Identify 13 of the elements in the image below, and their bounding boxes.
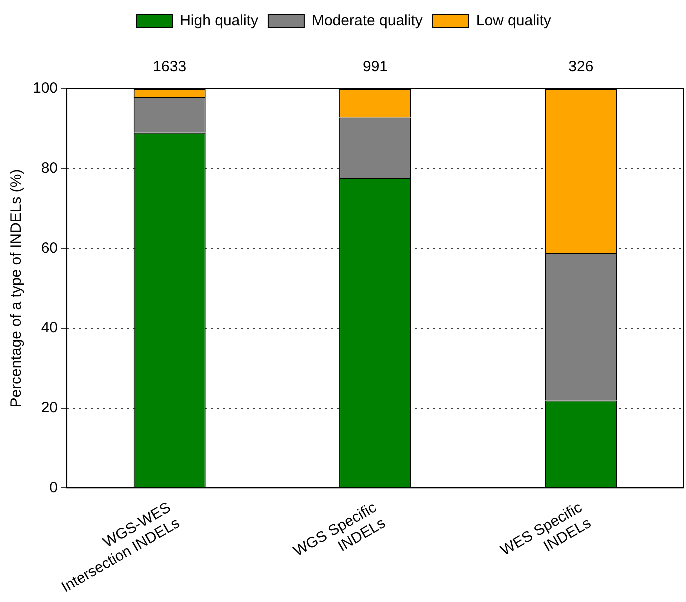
y-tick-label: 80 [41, 160, 58, 177]
text: 991 [363, 58, 388, 76]
text: 1633 [153, 58, 187, 76]
legend-label: Moderate quality [312, 12, 424, 30]
y-tick-label: 20 [41, 399, 58, 416]
text: 326 [568, 58, 594, 76]
legend-label: High quality [180, 12, 259, 30]
y-axis-title: Percentage of a type of INDELs (%) [8, 169, 26, 408]
legend-label: Low quality [476, 12, 552, 30]
y-tick-label: 60 [41, 240, 58, 257]
y-tick-label: 40 [41, 320, 58, 337]
y-tick-label: 0 [50, 479, 58, 496]
y-tick-label: 100 [32, 80, 58, 98]
